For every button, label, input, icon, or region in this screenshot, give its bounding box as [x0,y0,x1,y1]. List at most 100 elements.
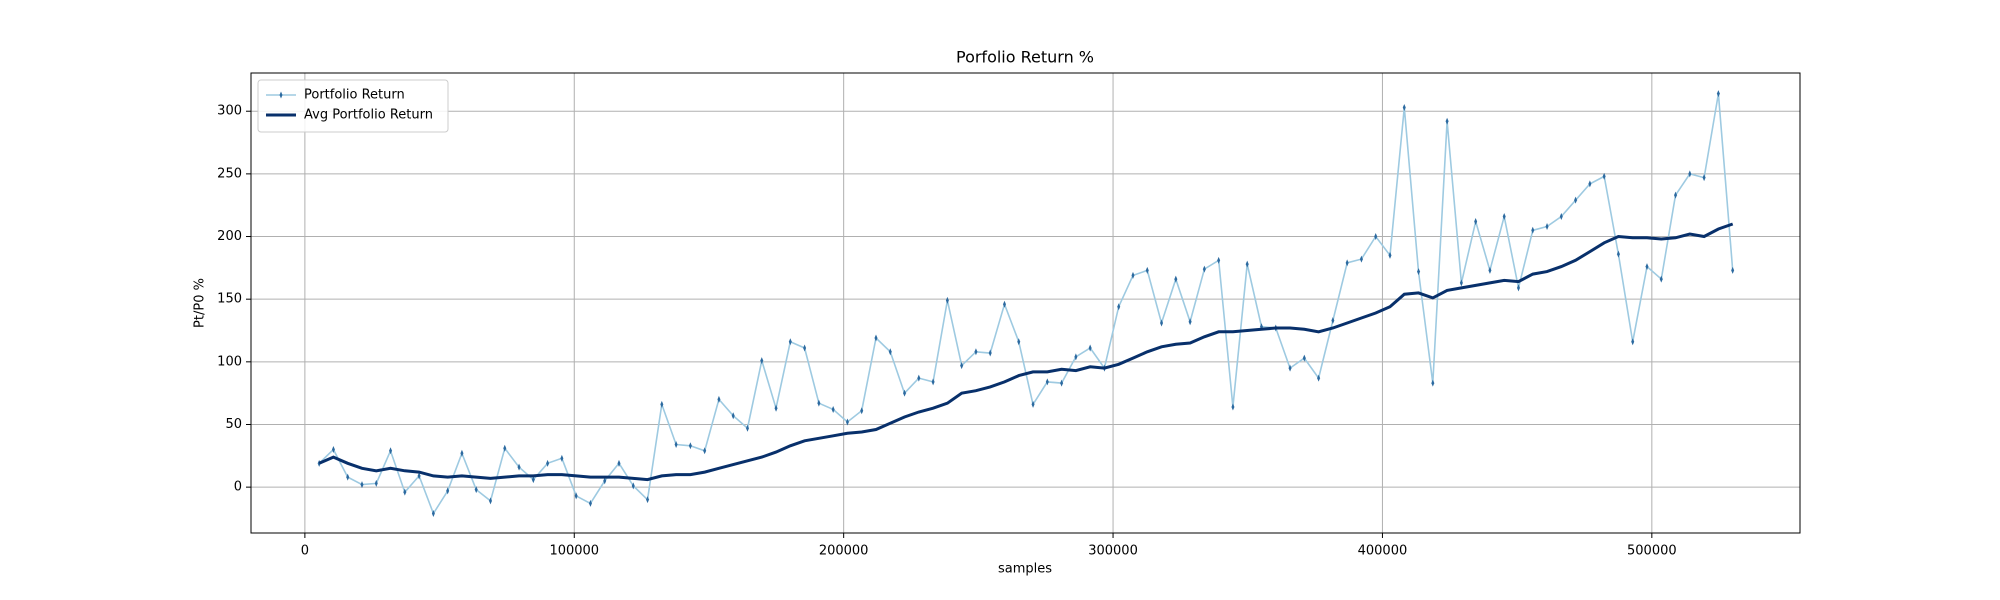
data-point [1731,266,1735,274]
data-point [1174,275,1178,283]
data-point [874,334,878,342]
data-point [988,349,992,357]
data-point [860,407,864,415]
data-point [774,404,778,412]
data-point [488,497,492,505]
data-point [517,463,521,471]
plot-frame [250,72,1801,534]
data-point [389,447,393,455]
data-point [1445,117,1449,125]
data-point [1045,378,1049,386]
data-point [1502,212,1506,220]
data-point [374,479,378,487]
y-tick-label: 150 [217,292,242,307]
data-point [1674,191,1678,199]
data-point [1031,400,1035,408]
data-point [1459,279,1463,287]
legend-label: Portfolio Return [304,88,405,103]
y-tick-label: 200 [217,229,242,244]
data-point [717,395,721,403]
data-point [1002,300,1006,308]
data-point [1645,263,1649,271]
data-point [1145,266,1149,274]
data-point [803,344,807,352]
data-point [1402,103,1406,111]
y-tick-label: 300 [217,104,242,119]
data-point [588,499,592,507]
data-point [1131,271,1135,279]
data-point [1331,316,1335,324]
data-point [1574,196,1578,204]
data-point [1559,212,1563,220]
data-point [817,399,821,407]
data-point [945,296,949,304]
data-point [1202,265,1206,273]
x-axis-label: samples [998,562,1052,577]
legend-label: Avg Portfolio Return [304,108,433,123]
data-point [603,477,607,485]
data-point [1716,90,1720,98]
data-point [1474,217,1478,225]
data-point [531,476,535,484]
data-point [1217,256,1221,264]
data-point [1231,403,1235,411]
data-point [1488,266,1492,274]
data-point [360,481,364,489]
data-point [1531,226,1535,234]
data-point [1616,250,1620,258]
data-point [888,348,892,356]
data-point [845,418,849,426]
data-point [1088,344,1092,352]
legend-marker [279,91,283,99]
data-point [1516,284,1520,292]
data-point [331,446,335,454]
y-tick-label: 50 [225,417,242,432]
data-point [1688,170,1692,178]
data-point [1160,319,1164,327]
data-point [1431,379,1435,387]
series-line [318,222,1734,482]
y-tick-label: 0 [234,480,242,495]
data-point [346,473,350,481]
data-point [903,389,907,397]
data-point [1317,374,1321,382]
data-point [1074,353,1078,361]
data-point [1602,172,1606,180]
y-tick-label: 250 [217,166,242,181]
data-point [646,496,650,504]
data-point [1659,275,1663,283]
y-tick-label: 100 [217,354,242,369]
data-point [574,492,578,500]
data-point [1374,233,1378,241]
data-point [674,441,678,449]
data-point [760,357,764,365]
data-point [1345,259,1349,267]
x-tick-label: 300000 [1088,544,1138,559]
data-point [931,378,935,386]
data-point [974,348,978,356]
data-point [917,374,921,382]
data-point [431,509,435,517]
data-point [403,488,407,496]
data-point [731,412,735,420]
data-point [617,459,621,467]
x-tick-label: 400000 [1358,544,1408,559]
data-point [1117,303,1121,311]
x-tick-label: 500000 [1627,544,1677,559]
data-point [788,338,792,346]
y-axis-label: Pt/P0 % [193,278,208,328]
data-point [1288,364,1292,372]
data-point [1702,174,1706,182]
data-point [1188,318,1192,326]
data-point [1545,223,1549,231]
data-point [745,424,749,432]
chart-title: Porfolio Return % [956,48,1094,67]
data-point [503,444,507,452]
data-point [1359,255,1363,263]
data-point [703,447,707,455]
data-point [688,442,692,450]
x-tick-label: 100000 [549,544,599,559]
data-point [1417,268,1421,276]
series-line [318,93,1734,516]
